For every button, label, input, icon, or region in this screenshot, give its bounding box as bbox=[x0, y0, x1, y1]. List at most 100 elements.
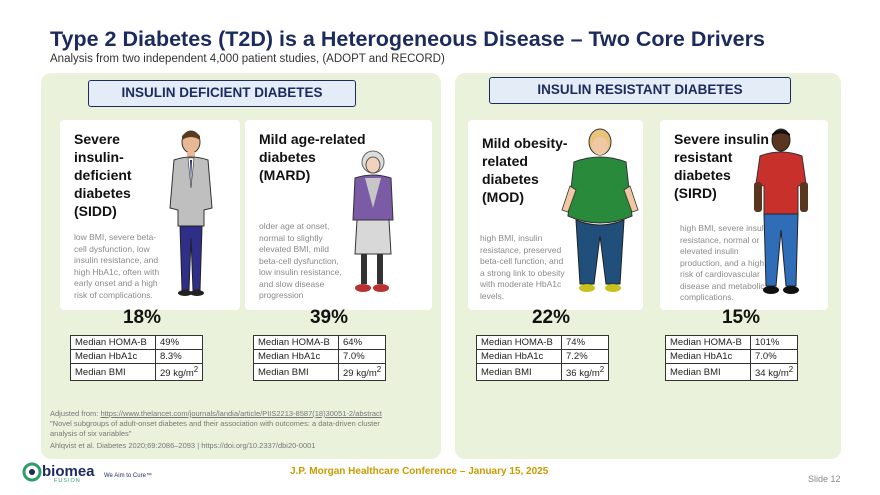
desc-line: low BMI, severe beta- bbox=[74, 232, 157, 242]
desc-line: beta-cell dysfunction, bbox=[259, 255, 339, 266]
desc-line: high BMI, severe insulin bbox=[680, 223, 771, 233]
stat-exponent: 2 bbox=[193, 365, 199, 374]
sidd-title-line: diabetes bbox=[74, 185, 131, 201]
brand-name: biomea bbox=[42, 463, 95, 480]
mod-title-line: (MOD) bbox=[482, 189, 524, 205]
table-row: Median BMI 34 kg/m2 bbox=[665, 362, 799, 382]
table-row: Median BMI 29 kg/m2 bbox=[70, 362, 204, 382]
desc-line: risk of cardiovascular bbox=[680, 269, 760, 279]
stat-value: 7.2% bbox=[560, 349, 610, 364]
stat-value: 36 kg/m2 bbox=[560, 362, 610, 382]
desc-line: complications. bbox=[680, 292, 734, 302]
mard-title-line: Mild age-related bbox=[259, 131, 366, 147]
sidd-title-line: (SIDD) bbox=[74, 203, 117, 219]
sidd-title: Severe insulin- deficient diabetes (SIDD… bbox=[74, 130, 132, 220]
table-row: Median HbA1c 7.0% bbox=[253, 349, 387, 364]
elderly-woman-illustration bbox=[352, 150, 394, 292]
stat-value: 34 kg/m2 bbox=[749, 362, 799, 382]
stat-value: 101% bbox=[749, 335, 799, 350]
table-row: Median BMI 36 kg/m2 bbox=[476, 362, 610, 382]
brand-sub: FUSION bbox=[54, 478, 81, 484]
stat-value: 29 kg/m2 bbox=[337, 362, 387, 382]
sidd-title-line: deficient bbox=[74, 167, 132, 183]
mod-percentage: 22% bbox=[531, 307, 571, 328]
desc-line: elevated BMI, mild bbox=[259, 244, 329, 254]
table-row: Median HOMA-B 49% bbox=[70, 335, 204, 350]
desc-line: a strong link to obesity bbox=[480, 267, 565, 278]
stat-value-text: 34 kg/m bbox=[755, 368, 789, 380]
mard-title-line: (MARD) bbox=[259, 167, 311, 183]
biomea-logo-icon bbox=[22, 462, 42, 482]
quote-line-2: analysis of six variables" bbox=[50, 429, 132, 438]
mod-stats-table: Median HOMA-B 74% Median HbA1c 7.2% Median… bbox=[476, 335, 610, 382]
sird-percentage: 15% bbox=[721, 307, 761, 328]
table-row: Median HOMA-B 64% bbox=[253, 335, 387, 350]
table-row: Median BMI 29 kg/m2 bbox=[253, 362, 387, 382]
desc-line: early onset and a high bbox=[74, 278, 158, 288]
stat-exponent: 2 bbox=[599, 365, 605, 374]
desc-line: older age at onset, bbox=[259, 221, 330, 231]
stat-label: Median HbA1c bbox=[70, 349, 156, 364]
desc-line: progression bbox=[259, 290, 304, 300]
desc-line: cell dysfunction, low bbox=[74, 243, 150, 254]
insulin-resistant-label: INSULIN RESISTANT DIABETES bbox=[489, 77, 791, 104]
stat-value: 49% bbox=[154, 335, 204, 350]
man-red-shirt-illustration bbox=[754, 128, 808, 294]
stat-value-text: 29 kg/m bbox=[343, 368, 377, 380]
stat-label: Median BMI bbox=[476, 362, 562, 382]
sird-title: Severe insulin resistant diabetes (SIRD) bbox=[674, 130, 769, 202]
stat-label: Median HOMA-B bbox=[665, 335, 751, 350]
table-row: Median HbA1c 7.2% bbox=[476, 349, 610, 364]
stat-label: Median HOMA-B bbox=[253, 335, 339, 350]
mod-title: Mild obesity- related diabetes (MOD) bbox=[482, 134, 568, 206]
table-row: Median HOMA-B 74% bbox=[476, 335, 610, 350]
mard-percentage: 39% bbox=[309, 307, 349, 328]
mod-title-line: diabetes bbox=[482, 171, 539, 187]
stat-label: Median HOMA-B bbox=[476, 335, 562, 350]
sird-stats-table: Median HOMA-B 101% Median HbA1c 7.0% Media… bbox=[665, 335, 799, 382]
sidd-title-line: insulin- bbox=[74, 149, 124, 165]
mod-description: high BMI, insulin resistance, preserved … bbox=[480, 233, 565, 302]
slide-number: Slide 12 bbox=[808, 474, 841, 484]
mard-title-line: diabetes bbox=[259, 149, 316, 165]
slide-title: Type 2 Diabetes (T2D) is a Heterogeneous… bbox=[50, 27, 765, 51]
source-prefix: Adjusted from: bbox=[50, 409, 101, 418]
stat-value-text: 36 kg/m bbox=[566, 368, 600, 380]
sidd-percentage: 18% bbox=[122, 307, 162, 328]
desc-line: high BMI, insulin bbox=[480, 233, 543, 243]
desc-line: normal to slightly bbox=[259, 232, 323, 243]
desc-line: production, and a high bbox=[680, 257, 765, 268]
stat-label: Median BMI bbox=[70, 362, 156, 382]
desc-line: levels. bbox=[480, 290, 505, 301]
stat-label: Median BMI bbox=[665, 362, 751, 382]
brand-tagline: We Aim to Cure™ bbox=[104, 473, 152, 479]
table-row: Median HbA1c 7.0% bbox=[665, 349, 799, 364]
mod-title-line: Mild obesity- bbox=[482, 135, 568, 151]
man-in-suit-illustration bbox=[169, 130, 213, 296]
sidd-stats-table: Median HOMA-B 49% Median HbA1c 8.3% Median… bbox=[70, 335, 204, 382]
mard-card: Mild age-related diabetes (MARD) older a… bbox=[245, 120, 432, 310]
sidd-card: Severe insulin- deficient diabetes (SIDD… bbox=[60, 120, 240, 310]
desc-line: high HbA1c, often with bbox=[74, 266, 160, 277]
stat-exponent: 2 bbox=[788, 365, 794, 374]
sird-title-line: diabetes bbox=[674, 167, 731, 183]
stat-label: Median HbA1c bbox=[665, 349, 751, 364]
table-row: Median HbA1c 8.3% bbox=[70, 349, 204, 364]
desc-line: elevated insulin bbox=[680, 246, 739, 256]
stat-label: Median HbA1c bbox=[476, 349, 562, 364]
source-link[interactable]: https://www.thelancet.com/journals/landi… bbox=[100, 409, 382, 418]
desc-line: risk of complications. bbox=[74, 289, 153, 300]
stat-value: 8.3% bbox=[154, 349, 204, 364]
mard-description: older age at onset, normal to slightly e… bbox=[259, 221, 342, 302]
desc-line: disease and metabolic bbox=[680, 280, 765, 291]
stat-label: Median HOMA-B bbox=[70, 335, 156, 350]
table-row: Median HOMA-B 101% bbox=[665, 335, 799, 350]
quote-line-1: "Novel subgroups of adult-onset diabetes… bbox=[50, 419, 380, 428]
stat-value: 74% bbox=[560, 335, 610, 350]
sird-title-line: Severe insulin bbox=[674, 131, 769, 147]
desc-line: beta-cell function, and bbox=[480, 256, 564, 266]
stat-value: 7.0% bbox=[749, 349, 799, 364]
sird-title-line: resistant bbox=[674, 149, 733, 165]
stat-value-text: 29 kg/m bbox=[160, 368, 194, 380]
obese-woman-illustration bbox=[561, 128, 639, 292]
